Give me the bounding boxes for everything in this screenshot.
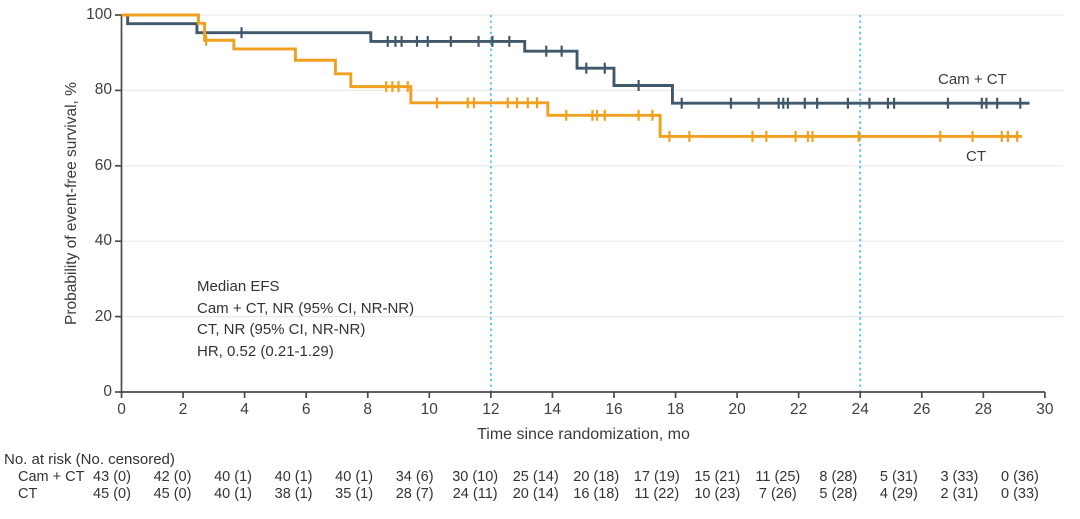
risk-cell: 4 (29) (879, 486, 918, 502)
risk-cell: 40 (1) (214, 486, 252, 502)
risk-row-label: CT (18, 486, 38, 502)
risk-cell: 0 (33) (1000, 486, 1039, 502)
km-curve-cam-ct (121, 13, 1030, 105)
risk-table-row-cam-ct: Cam + CT 43 (0) 42 (0) 40 (1) 40 (1) 40 (1) 3… (0, 469, 1080, 486)
risk-cell: 43 (0) (93, 469, 131, 485)
risk-cell: 40 (1) (274, 469, 313, 485)
curve-label-cam-ct: Cam + CT (938, 71, 1007, 88)
km-curve-ct (121, 13, 1022, 138)
risk-cell: 20 (14) (512, 486, 559, 502)
x-tick-label: 20 (728, 401, 746, 418)
risk-cell: 28 (7) (395, 486, 434, 502)
risk-cell: 45 (0) (153, 486, 192, 502)
x-tick-label: 0 (117, 401, 126, 418)
risk-cell: 11 (22) (634, 486, 680, 502)
risk-table-header: No. at risk (No. censored) (4, 451, 175, 468)
risk-cell: 17 (19) (633, 469, 680, 485)
annotation-line-hr: HR, 0.52 (0.21-1.29) (197, 342, 334, 360)
annotation-line-camct: Cam + CT, NR (95% CI, NR-NR) (197, 299, 415, 317)
risk-cell: 15 (21) (694, 469, 741, 485)
annotation-line-median-efs: Median EFS (197, 278, 280, 295)
risk-cell: 2 (31) (940, 486, 979, 502)
x-tick-label: 28 (974, 401, 992, 418)
risk-cell: 35 (1) (335, 486, 374, 502)
risk-cell: 40 (1) (335, 469, 374, 485)
risk-cell: 25 (14) (512, 469, 559, 485)
risk-cell: 11 (25) (755, 469, 801, 485)
y-tick-label: 60 (94, 156, 112, 174)
x-tick-label: 30 (1036, 401, 1054, 418)
risk-cell: 30 (10) (452, 469, 499, 485)
x-tick-label: 2 (178, 401, 188, 418)
risk-row-label: Cam + CT (18, 469, 85, 485)
x-tick-label: 6 (301, 401, 311, 418)
risk-cell: 40 (1) (214, 469, 252, 485)
risk-cell: 5 (31) (879, 469, 918, 485)
x-tick-label: 4 (240, 401, 249, 418)
y-tick-label: 100 (86, 6, 112, 23)
risk-cell: 34 (6) (395, 469, 434, 485)
risk-cell: 16 (18) (573, 486, 620, 502)
risk-cell: 10 (23) (694, 486, 741, 502)
risk-cell: 38 (1) (274, 486, 313, 502)
x-tick-label: 24 (851, 401, 869, 418)
curve-label-ct: CT (966, 148, 986, 165)
risk-cell: 3 (33) (940, 469, 979, 485)
x-tick-label: 22 (790, 401, 808, 418)
x-tick-label: 8 (363, 401, 373, 418)
y-tick-label: 0 (103, 383, 112, 400)
risk-cell: 20 (18) (573, 469, 620, 485)
risk-cell: 42 (0) (153, 469, 192, 485)
risk-cell: 7 (26) (758, 486, 797, 502)
risk-cell: 24 (11) (452, 486, 498, 502)
x-axis-title: Time since randomization, mo (477, 426, 690, 443)
risk-cell: 8 (28) (819, 469, 858, 485)
risk-cell: 45 (0) (93, 486, 131, 502)
y-tick-label: 80 (94, 81, 112, 99)
x-tick-label: 12 (482, 401, 500, 418)
risk-cell: 0 (36) (1000, 469, 1039, 485)
x-tick-label: 26 (913, 401, 931, 418)
annotation-line-ct: CT, NR (95% CI, NR-NR) (197, 321, 366, 338)
risk-cell: 5 (28) (819, 486, 858, 502)
y-tick-label: 20 (94, 307, 112, 325)
median-efs-annotation: Median EFS Cam + CT, NR (95% CI, NR-NR) … (197, 276, 414, 362)
risk-table-row-ct: CT 45 (0) 45 (0) 40 (1) 38 (1) 35 (1) 28 (7) 2… (0, 486, 1080, 503)
x-tick-label: 18 (666, 401, 685, 418)
x-tick-label: 14 (543, 401, 562, 418)
y-tick-label: 40 (94, 232, 112, 250)
x-tick-label: 10 (420, 401, 438, 418)
x-tick-label: 16 (605, 401, 623, 418)
y-axis-title: Probability of event-free survival, % (63, 82, 80, 325)
